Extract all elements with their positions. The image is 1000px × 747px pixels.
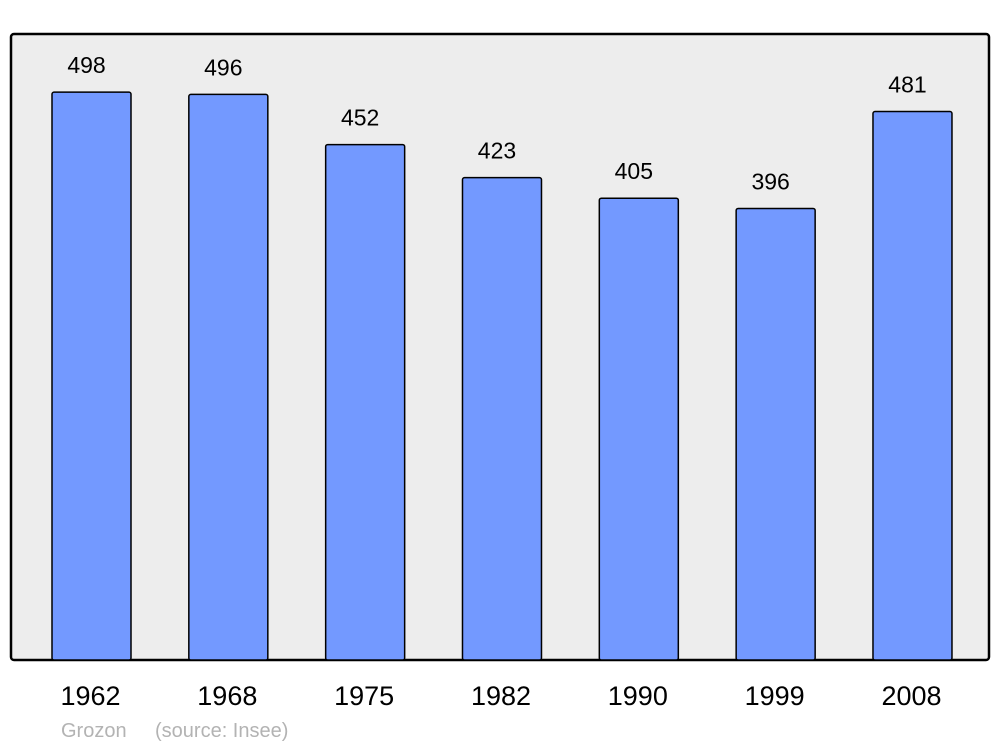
bar-2008 (872, 110, 953, 661)
data-label-2008: 481 (888, 72, 926, 98)
x-tick-label-1990: 1990 (608, 681, 668, 711)
footer-source: (source: Insee) (155, 720, 288, 742)
bar-1975 (324, 143, 406, 661)
x-tick-label-1999: 1999 (745, 681, 805, 711)
x-tick-label-1962: 1962 (60, 681, 120, 711)
x-tick-label-2008: 2008 (881, 681, 941, 711)
bar-1990 (598, 197, 680, 661)
bar-1968 (188, 93, 269, 661)
x-tick-label-1975: 1975 (334, 681, 394, 711)
data-label-1962: 498 (67, 52, 105, 78)
bar-1982 (461, 176, 543, 661)
data-label-1968: 496 (204, 54, 242, 80)
x-tick-label-1968: 1968 (197, 681, 257, 711)
bar-1962 (51, 91, 132, 661)
data-label-1975: 452 (341, 105, 379, 131)
data-label-1982: 423 (478, 138, 516, 164)
bar-1999 (735, 207, 816, 661)
data-label-1990: 405 (615, 158, 653, 184)
footer-place: Grozon (61, 720, 127, 742)
data-label-1999: 396 (751, 168, 789, 194)
x-tick-label-1982: 1982 (471, 681, 531, 711)
